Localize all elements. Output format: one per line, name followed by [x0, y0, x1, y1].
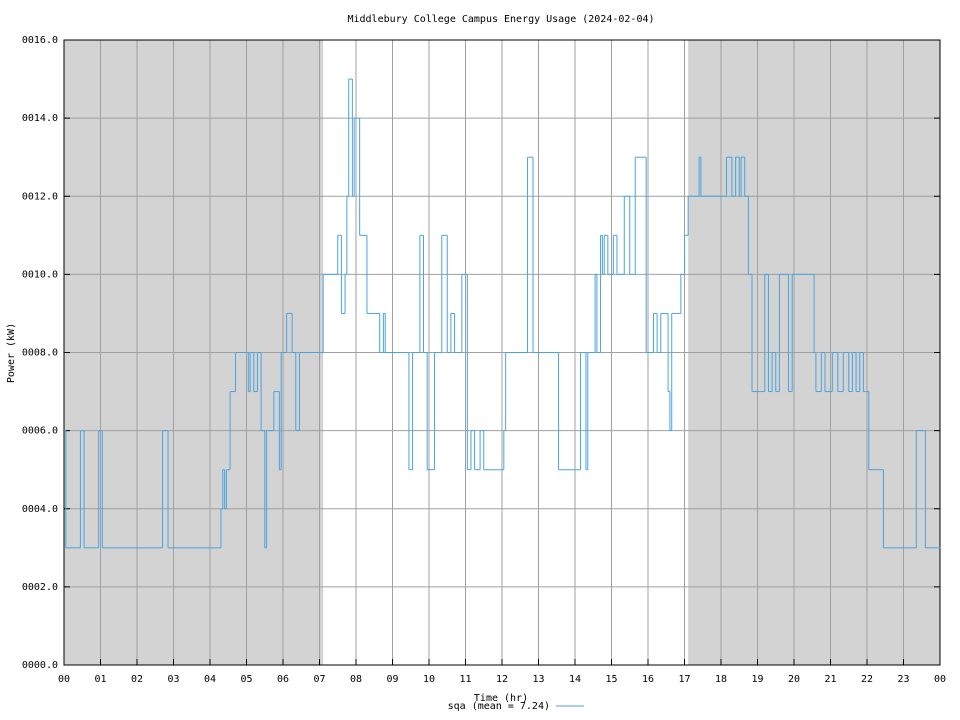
- x-tick-label: 07: [313, 674, 325, 685]
- x-tick-label: 17: [678, 674, 690, 685]
- x-tick-label: 08: [350, 674, 362, 685]
- x-tick-label: 03: [167, 674, 179, 685]
- x-tick-label: 21: [824, 674, 836, 685]
- x-tick-label: 13: [532, 674, 544, 685]
- y-tick-label: 0000.0: [22, 660, 58, 671]
- x-tick-label: 15: [605, 674, 617, 685]
- x-tick-label: 23: [897, 674, 909, 685]
- x-tick-label: 02: [131, 674, 143, 685]
- x-tick-label: 06: [277, 674, 289, 685]
- x-tick-label: 10: [423, 674, 435, 685]
- y-tick-label: 0004.0: [22, 504, 58, 515]
- x-axis-label: Time (hr): [474, 693, 528, 704]
- x-tick-label: 01: [94, 674, 106, 685]
- chart-title: Middlebury College Campus Energy Usage (…: [347, 14, 654, 25]
- x-tick-label: 00: [934, 674, 946, 685]
- y-tick-label: 0002.0: [22, 582, 58, 593]
- y-tick-label: 0006.0: [22, 426, 58, 437]
- y-tick-label: 0014.0: [22, 113, 58, 124]
- x-tick-label: 20: [788, 674, 800, 685]
- y-tick-label: 0010.0: [22, 269, 58, 280]
- x-tick-label: 22: [861, 674, 873, 685]
- x-tick-label: 05: [240, 674, 252, 685]
- y-axis-label: Power (kW): [6, 323, 17, 383]
- x-tick-label: 16: [642, 674, 654, 685]
- x-tick-label: 18: [715, 674, 727, 685]
- x-tick-label: 04: [204, 674, 216, 685]
- x-tick-label: 00: [58, 674, 70, 685]
- x-tick-label: 11: [459, 674, 471, 685]
- x-tick-label: 19: [751, 674, 763, 685]
- x-tick-label: 14: [569, 674, 581, 685]
- y-tick-label: 0008.0: [22, 348, 58, 359]
- y-tick-label: 0016.0: [22, 35, 58, 46]
- plot-frame: [63, 39, 941, 666]
- y-tick-label: 0012.0: [22, 191, 58, 202]
- legend-label: sqa (mean = 7.24): [448, 701, 550, 712]
- x-tick-label: 12: [496, 674, 508, 685]
- x-tick-label: 09: [386, 674, 398, 685]
